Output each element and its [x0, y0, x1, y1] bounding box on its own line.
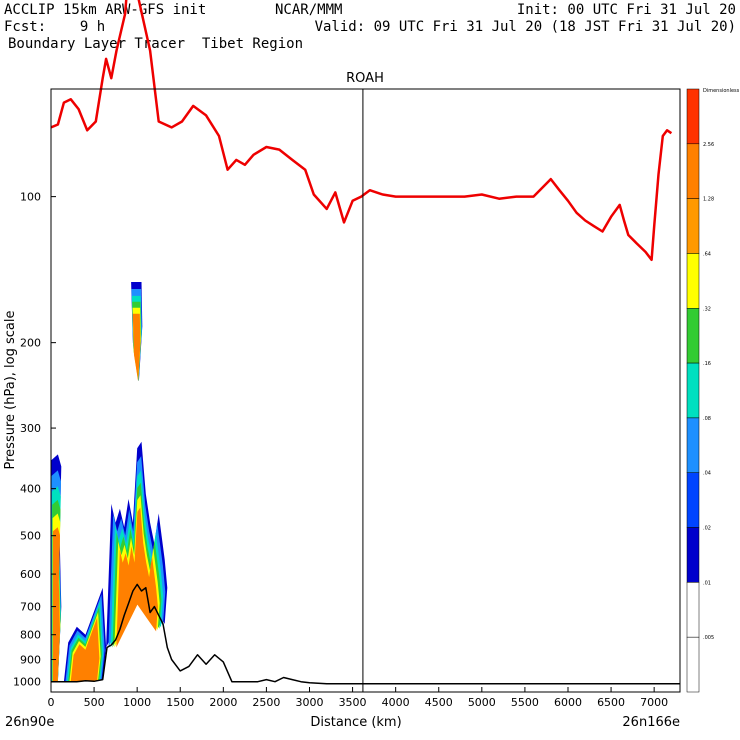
colorbar-segment	[686, 417, 700, 473]
tropopause-line	[50, 0, 673, 262]
x-tick-label: 4500	[425, 696, 453, 709]
plume-4-fill	[132, 313, 141, 382]
colorbar-segment	[686, 253, 700, 309]
x-tick-label: 6500	[597, 696, 625, 709]
y-tick-label: 800	[20, 629, 41, 642]
y-tick-label: 900	[20, 654, 41, 667]
x-tick-label: 0	[48, 696, 55, 709]
y-tick-label: 100	[20, 191, 41, 204]
colorbar-level-label: .005	[703, 635, 714, 641]
colorbar-segment	[686, 582, 700, 638]
colorbar-segment	[686, 88, 700, 145]
colorbar-level-label: 1.28	[703, 197, 714, 203]
colorbar-level-label: .16	[703, 361, 711, 367]
header-line2-right: Valid: 09 UTC Fri 31 Jul 20 (18 JST Fri …	[314, 19, 736, 35]
plume-2-fill	[70, 617, 100, 682]
x-axis-label: Distance (km)	[310, 715, 401, 730]
colorbar-segment	[686, 143, 700, 199]
header-line1-center: NCAR/MMM	[275, 2, 343, 18]
start-location-label: 26n90e	[5, 715, 54, 730]
colorbar-segment	[686, 308, 700, 364]
plot-frame	[50, 88, 681, 693]
y-tick-label: 500	[20, 530, 41, 543]
colorbar-segment	[686, 636, 700, 693]
x-tick-label: 5000	[468, 696, 496, 709]
x-tick-label: 3500	[339, 696, 367, 709]
x-tick-label: 4000	[382, 696, 410, 709]
line-series	[50, 0, 680, 692]
x-tick-label: 2500	[252, 696, 280, 709]
header-line1-left: ACCLIP 15km ARW-GFS init	[4, 2, 207, 18]
colorbar-segment	[686, 527, 700, 583]
x-tick-label: 1500	[166, 696, 194, 709]
x-tick-label: 500	[84, 696, 105, 709]
colorbar-level-label: .02	[703, 526, 711, 532]
y-tick-label: 700	[20, 601, 41, 614]
colorbar-level-label: .04	[703, 471, 711, 477]
x-tick-label: 6000	[554, 696, 582, 709]
y-tick-label: 600	[20, 568, 41, 581]
end-location-label: 26n166e	[622, 715, 680, 730]
colorbar: Dimensionless 2.56 1.28 .64 .32 .16 .08 .04 .02.…	[686, 88, 740, 693]
x-tick-label: 7000	[640, 696, 668, 709]
y-axis-label: Pressure (hPa), log scale	[3, 311, 18, 470]
x-tick-label: 5500	[511, 696, 539, 709]
colorbar-level-label: .32	[703, 306, 711, 312]
tracer-regions	[51, 282, 168, 682]
header-line2-left: Fcst: 9 h	[4, 19, 106, 35]
x-tick-label: 1000	[123, 696, 151, 709]
colorbar-segment	[686, 472, 700, 528]
colorbar-segment	[686, 362, 700, 419]
terrain-line	[51, 583, 680, 685]
y-tick-label: 400	[20, 483, 41, 496]
colorbar-level-label: .08	[703, 416, 711, 422]
plume-3-fill	[116, 507, 158, 648]
axes: 0 500 1000 1500 2000 2500 3000 3500 4000 4500 5000…	[13, 191, 668, 709]
colorbar-segment	[686, 198, 700, 254]
x-tick-label: 3000	[295, 696, 323, 709]
colorbar-level-label: .64	[703, 251, 711, 257]
header-line1-right: Init: 00 UTC Fri 31 Jul 20	[516, 2, 736, 18]
plume-1-fill	[53, 527, 60, 682]
y-tick-label: 1000	[13, 676, 41, 689]
x-tick-label: 2000	[209, 696, 237, 709]
chart-title: ROAH	[346, 71, 384, 86]
y-tick-label: 200	[20, 337, 41, 350]
colorbar-level-label: .01	[703, 580, 711, 586]
y-tick-label: 300	[20, 422, 41, 435]
colorbar-top-label: Dimensionless	[703, 88, 740, 94]
colorbar-level-label: 2.56	[703, 142, 714, 148]
header-line3-left: Boundary Layer Tracer Tibet Region	[8, 36, 304, 52]
